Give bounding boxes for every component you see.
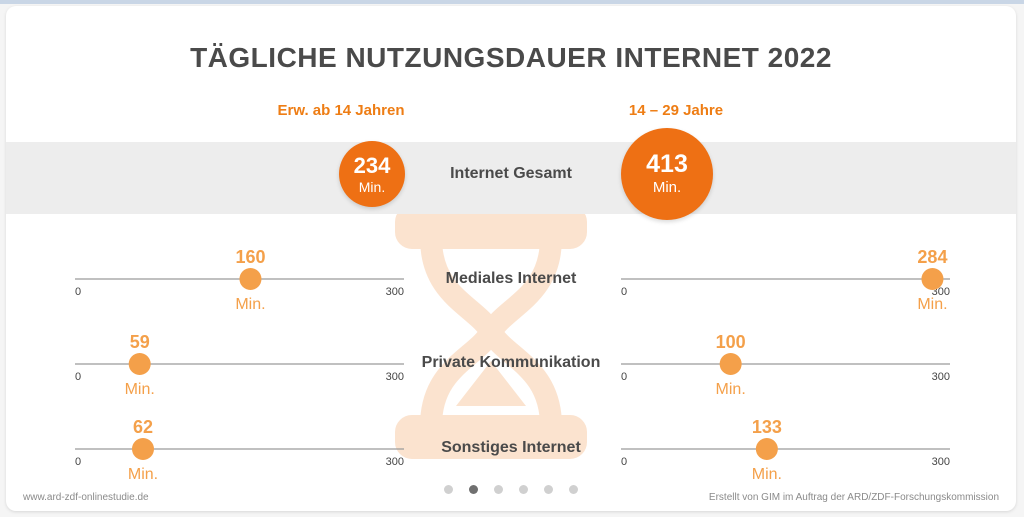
axis-tick-label: 300: [386, 456, 404, 468]
footer-credit: Erstellt von GIM im Auftrag der ARD/ZDF-…: [708, 492, 999, 503]
axis-tick-label: 300: [386, 286, 404, 298]
total-band: [6, 142, 1016, 214]
chart-card: TÄGLICHE NUTZUNGSDAUER INTERNET 2022 Erw…: [6, 6, 1016, 511]
row-label-sonstiges: Sonstiges Internet: [441, 439, 581, 456]
value-marker: [921, 268, 944, 290]
hourglass-icon: [395, 205, 587, 459]
axis-tick-label: 0: [621, 371, 627, 383]
value-marker: [719, 353, 742, 375]
unit-label: Min.: [716, 381, 746, 398]
total-value: 234: [353, 153, 391, 178]
column-header-adults: Erw. ab 14 Jahren: [277, 102, 405, 119]
value-marker: [131, 438, 154, 460]
axis-tick-label: 300: [932, 456, 950, 468]
axis-tick-label: 0: [75, 371, 81, 383]
total-bubble-adults: 234 Min.: [339, 141, 405, 207]
value-marker: [239, 268, 262, 290]
axis-tick-label: 300: [932, 371, 950, 383]
axis-tick-label: 0: [75, 456, 81, 468]
pager-dot[interactable]: [519, 485, 528, 494]
axis-tick-label: 0: [621, 456, 627, 468]
axis-tick-label: 0: [75, 286, 81, 298]
value-label: 100: [716, 332, 746, 352]
pager-dot[interactable]: [469, 485, 478, 494]
pager-dot[interactable]: [444, 485, 453, 494]
total-bubble-young: 413 Min.: [621, 128, 713, 220]
column-header-young: 14 – 29 Jahre: [628, 102, 724, 119]
footer-source: www.ard-zdf-onlinestudie.de: [23, 492, 149, 503]
value-marker: [755, 438, 778, 460]
top-accent-bar: [0, 0, 1024, 4]
unit-label: Min.: [235, 296, 265, 313]
pager-dot[interactable]: [569, 485, 578, 494]
unit-label: Min.: [128, 466, 158, 483]
unit-label: Min.: [125, 381, 155, 398]
pager: [6, 481, 1016, 499]
row-label-mediales: Mediales Internet: [445, 270, 577, 287]
value-label: 133: [752, 417, 782, 437]
pager-dot[interactable]: [494, 485, 503, 494]
pager-dot[interactable]: [544, 485, 553, 494]
unit-label: Min.: [752, 466, 782, 483]
row-label-private: Private Kommunikation: [421, 354, 601, 371]
unit-label: Min.: [917, 296, 947, 313]
value-label: 160: [235, 247, 265, 267]
total-unit: Min.: [652, 179, 682, 196]
row-label-total: Internet Gesamt: [450, 165, 572, 182]
slider-chart: 0 300 160 Min. 0 300 59 Min. 0 300 62 Min. 0 300 284 Mi…: [75, 247, 950, 483]
axis-tick-label: 300: [386, 371, 404, 383]
value-label: 62: [133, 417, 153, 437]
value-label: 59: [130, 332, 150, 352]
value-label: 284: [917, 247, 947, 267]
value-marker: [128, 353, 151, 375]
total-unit: Min.: [358, 179, 386, 195]
total-value: 413: [646, 150, 688, 178]
axis-tick-label: 0: [621, 286, 627, 298]
page-title: TÄGLICHE NUTZUNGSDAUER INTERNET 2022: [190, 42, 832, 73]
